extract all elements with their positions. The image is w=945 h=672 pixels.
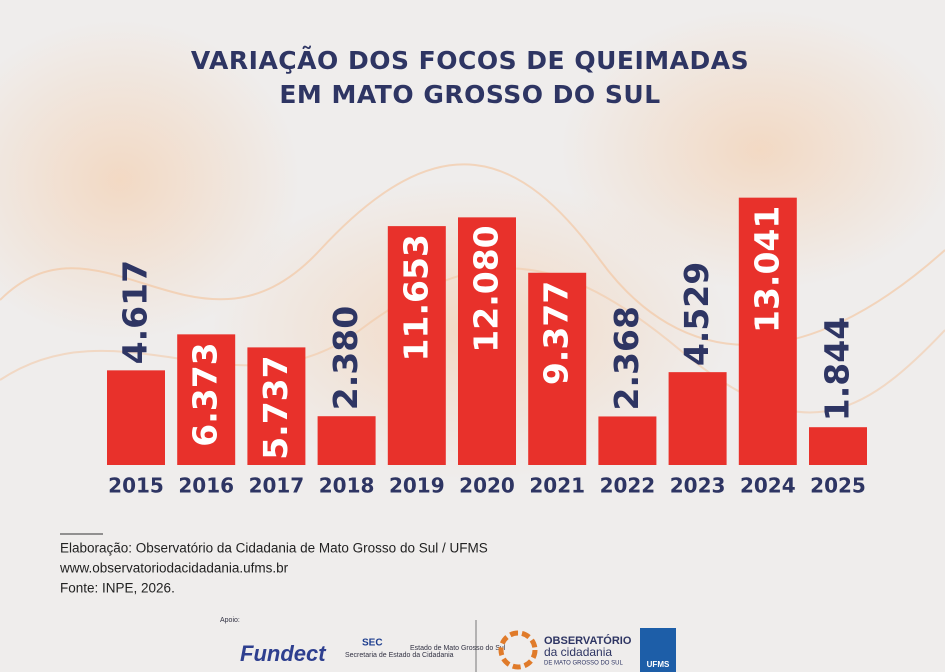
bar bbox=[387, 226, 446, 465]
bar bbox=[738, 197, 797, 466]
value-label: 6.373 bbox=[186, 342, 225, 446]
fundect-logo: Fundect bbox=[240, 641, 327, 666]
state-name: Estado de Mato Grosso do Sul bbox=[410, 645, 506, 652]
observatory-logo: OBSERVATÓRIO bbox=[544, 634, 632, 647]
x-tick-label: 2020 bbox=[459, 474, 515, 498]
footer-line: Elaboração: Observatório da Cidadania de… bbox=[60, 541, 488, 556]
background-flames bbox=[0, 10, 945, 480]
x-tick-label: 2015 bbox=[108, 474, 164, 498]
sec-logo: SEC bbox=[362, 638, 383, 649]
support-label: Apoio: bbox=[220, 617, 240, 624]
value-label: 4.529 bbox=[677, 262, 716, 366]
bar bbox=[458, 217, 516, 465]
bar bbox=[598, 416, 657, 465]
observatory-logo: DE MATO GROSSO DO SUL bbox=[544, 661, 623, 667]
x-tick-label: 2016 bbox=[178, 474, 234, 498]
plot: 4.617 2015 6.373 2016 5.737 2017 2.380 2018 11.6… bbox=[107, 197, 867, 498]
value-label: 2.380 bbox=[326, 306, 365, 410]
value-label: 4.617 bbox=[116, 260, 155, 364]
x-tick-label: 2022 bbox=[600, 474, 656, 498]
observatory-logo: da cidadania bbox=[544, 645, 612, 659]
value-label: 5.737 bbox=[256, 355, 295, 459]
ufms-text: UFMS bbox=[647, 660, 670, 669]
chart-subtitle: EM MATO GROSSO DO SUL bbox=[279, 80, 660, 109]
value-label: 13.041 bbox=[747, 206, 786, 333]
value-label: 9.377 bbox=[537, 281, 576, 385]
footer-line: www.observatoriodacidadania.ufms.br bbox=[59, 561, 289, 576]
sec-name: Secretaria de Estado da Cidadania bbox=[345, 652, 454, 659]
logos: Apoio: Fundect SEC Secretaria de Estado … bbox=[220, 617, 676, 672]
value-label: 2.368 bbox=[607, 306, 646, 410]
value-label: 1.844 bbox=[818, 317, 857, 421]
ufms-logo bbox=[640, 628, 676, 672]
bar bbox=[809, 427, 867, 465]
x-tick-label: 2025 bbox=[810, 474, 866, 498]
value-label: 11.653 bbox=[396, 234, 435, 361]
bar bbox=[107, 370, 165, 465]
bar bbox=[177, 334, 236, 465]
bar bbox=[317, 416, 376, 465]
x-tick-label: 2021 bbox=[529, 474, 585, 498]
footer-line: Fonte: INPE, 2026. bbox=[60, 581, 175, 596]
x-tick-label: 2023 bbox=[670, 474, 726, 498]
bar bbox=[668, 372, 727, 465]
x-tick-label: 2018 bbox=[319, 474, 375, 498]
x-tick-label: 2024 bbox=[740, 474, 796, 498]
bar bbox=[247, 347, 306, 465]
chart-title: VARIAÇÃO DOS FOCOS DE QUEIMADAS bbox=[191, 46, 749, 75]
value-label: 12.080 bbox=[467, 225, 506, 352]
x-tick-label: 2019 bbox=[389, 474, 445, 498]
observatory-icon bbox=[498, 630, 538, 670]
bar bbox=[528, 272, 587, 465]
x-tick-label: 2017 bbox=[249, 474, 305, 498]
